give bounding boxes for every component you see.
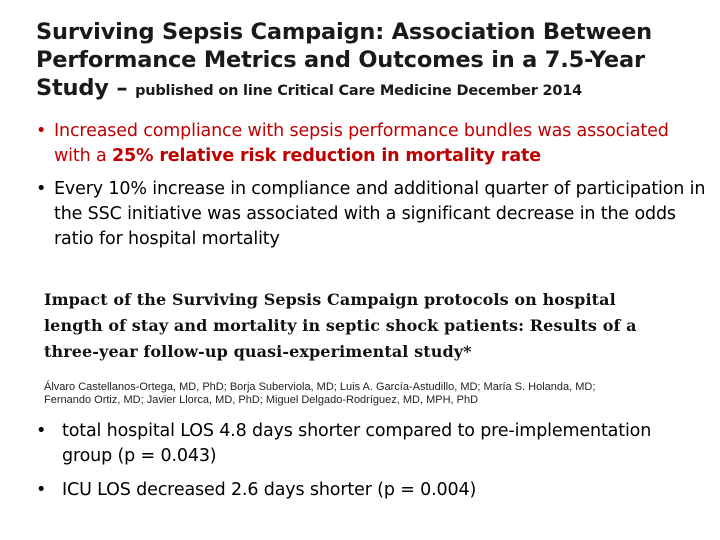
slide-title-main: Surviving Sepsis Campaign: Association B…: [36, 19, 652, 101]
bullet-compliance-mortality: • Increased compliance with sepsis perfo…: [36, 119, 706, 169]
bullet-hospital-los: • total hospital LOS 4.8 days shorter co…: [36, 419, 706, 469]
bullet-text: Increased compliance with sepsis perform…: [54, 121, 669, 166]
bullet-icu-los: • ICU LOS decreased 2.6 days shorter (p …: [36, 478, 706, 503]
slide-title-sub: published on line Critical Care Medicine…: [135, 83, 583, 99]
top-bullet-list: • Increased compliance with sepsis perfo…: [36, 119, 706, 260]
bullet-dot: •: [36, 121, 47, 141]
paper-authors: Álvaro Castellanos-Ortega, MD, PhD; Borj…: [44, 381, 596, 406]
bullet-text: Every 10% increase in compliance and add…: [54, 179, 706, 249]
paper-citation-image: Impact of the Surviving Sepsis Campaign …: [44, 287, 644, 407]
bullet-odds-ratio: • Every 10% increase in compliance and a…: [36, 177, 706, 252]
bullet-dot: •: [36, 421, 47, 441]
paper-title: Impact of the Surviving Sepsis Campaign …: [44, 290, 637, 361]
bottom-bullet-list: • total hospital LOS 4.8 days shorter co…: [36, 419, 706, 512]
bullet-text: ICU LOS decreased 2.6 days shorter (p = …: [62, 480, 477, 500]
bullet-text-bold: 25% relative risk reduction in mortality…: [111, 146, 541, 166]
bullet-dot: •: [36, 480, 47, 500]
bullet-text: total hospital LOS 4.8 days shorter comp…: [62, 421, 652, 466]
slide-title: Surviving Sepsis Campaign: Association B…: [36, 18, 696, 105]
bullet-dot: •: [36, 179, 47, 199]
